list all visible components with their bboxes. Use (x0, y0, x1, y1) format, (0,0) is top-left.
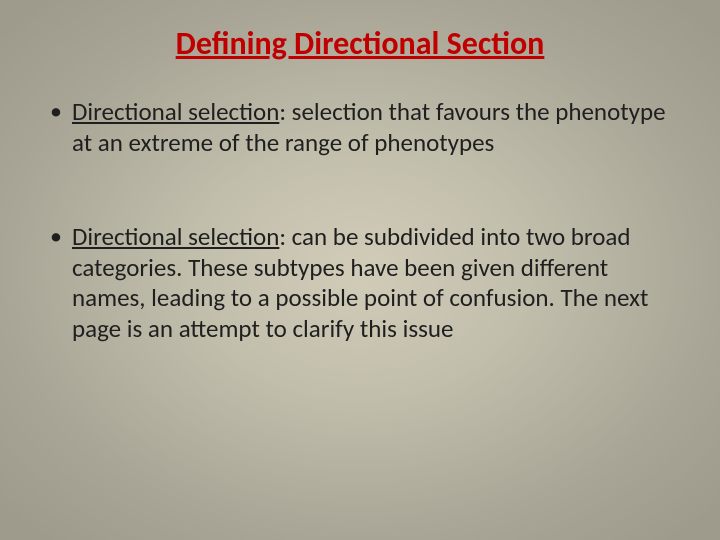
bullet-term: Directional selection (72, 221, 279, 252)
bullet-list: Directional selection: selection that fa… (44, 97, 676, 344)
bullet-item: Directional selection: selection that fa… (44, 97, 676, 158)
slide-container: Defining Directional Section Directional… (0, 0, 720, 540)
bullet-item: Directional selection: can be subdivided… (44, 222, 676, 344)
slide-title: Defining Directional Section (44, 24, 676, 63)
bullet-term: Directional selection (72, 96, 279, 127)
